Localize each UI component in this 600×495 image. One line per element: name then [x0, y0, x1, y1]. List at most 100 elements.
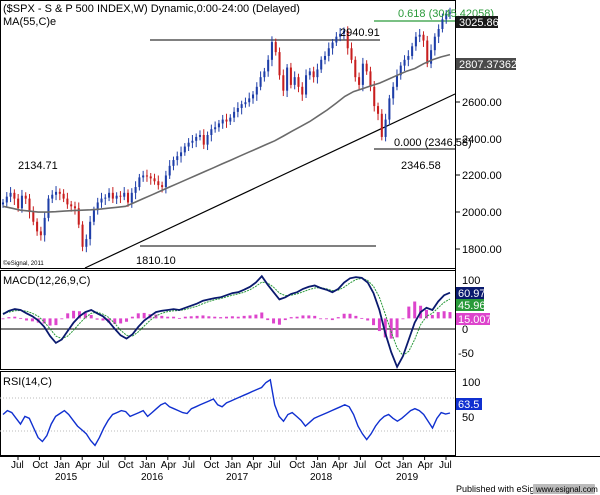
month-label: Apr [75, 460, 91, 471]
candle-body [81, 224, 84, 247]
year-label: 2017 [226, 472, 249, 483]
macd-histogram-bar [366, 318, 370, 321]
esignal-logo [533, 484, 595, 494]
candle-body [229, 117, 232, 122]
candle-body [210, 129, 213, 135]
macd-histogram-bar [142, 312, 146, 319]
hist-value-label: 15.007 [458, 314, 492, 326]
month-label: Apr [332, 460, 348, 471]
ma-legend: MA(55,C)e [3, 16, 56, 28]
macd-histogram-bar [348, 313, 352, 319]
candle-body [104, 197, 107, 199]
macd-histogram-bar [260, 312, 264, 319]
y-tick-2600: 2600.00 [462, 97, 502, 109]
y-tick-2000: 2000.00 [462, 207, 502, 219]
macd-tick-100: 100 [462, 275, 480, 287]
candle-body [58, 191, 61, 194]
candle-body [236, 108, 239, 112]
month-label: Oct [204, 460, 220, 471]
candle-body [92, 210, 95, 222]
macd-histogram-bar [219, 317, 223, 319]
candle-body [233, 111, 236, 118]
candle-body [248, 98, 251, 103]
last-price-label: 3025.86 [459, 17, 499, 29]
candle-body [36, 221, 39, 232]
macd-histogram-bar [30, 318, 34, 322]
candle-body [13, 192, 16, 199]
y-tick-2400: 2400.00 [462, 134, 502, 146]
year-label: 2019 [396, 472, 419, 483]
macd-histogram-bar [413, 301, 417, 319]
price-candles [1, 7, 452, 253]
macd-histogram-bar [319, 318, 323, 320]
annotation-2134: 2134.71 [18, 160, 58, 172]
candle-body [149, 176, 152, 179]
candle-body [145, 175, 148, 177]
annotation-1810: 1810.10 [136, 255, 176, 267]
rsi-tick-100: 100 [462, 377, 480, 389]
last-price-tag [456, 16, 498, 28]
macd-histogram-bar [301, 315, 305, 319]
candle-body [240, 104, 243, 109]
macd-histogram-bar [130, 316, 134, 319]
candle-body [414, 36, 417, 47]
macd-histogram-bar [72, 310, 76, 319]
price-panel-frame [0, 0, 456, 269]
y-tick-2200: 2200.00 [462, 170, 502, 182]
month-label: Jul [439, 460, 452, 471]
candle-body [89, 221, 92, 240]
candle-body [376, 106, 380, 114]
macd-histogram-bar [7, 317, 11, 319]
macd-histogram-bar [119, 318, 123, 324]
macd-histogram-bar [283, 318, 287, 321]
macd-histogram-bar [101, 318, 105, 321]
macd-histogram-bar [442, 311, 446, 319]
year-label: 2015 [55, 472, 78, 483]
candle-body [161, 185, 164, 188]
candle-body [126, 192, 130, 203]
signal-value-tag [456, 299, 484, 311]
macd-histogram-bar [330, 318, 334, 321]
candle-body [308, 71, 311, 76]
candle-body [28, 198, 31, 213]
macd-histogram-bar [307, 315, 311, 319]
candle-body [354, 59, 357, 78]
macd-histogram-bar [266, 318, 270, 321]
candle-body [153, 178, 156, 182]
macd-histogram-bar [389, 318, 393, 339]
candle-body [327, 48, 330, 56]
candle-body [202, 135, 205, 145]
candle-body [403, 59, 406, 66]
macd-histogram-bar [54, 318, 58, 326]
macd-histogram-bar [48, 318, 52, 326]
candle-body [433, 36, 436, 51]
candle-body [361, 63, 364, 85]
month-label: Jan [225, 460, 241, 471]
footer-website: www.esignal.com [535, 485, 598, 494]
candle-body [335, 36, 338, 43]
month-label: Oct [289, 460, 305, 471]
macd-histogram-bar [77, 311, 81, 319]
year-label: 2016 [141, 472, 164, 483]
candle-body [85, 239, 88, 247]
candle-body [426, 40, 429, 64]
rsi-value-label: 63.5 [458, 399, 479, 411]
candle-body [270, 42, 273, 60]
month-label: Jul [97, 460, 110, 471]
annotation-2346: 2346.58 [401, 160, 441, 172]
macd-histogram-bar [107, 318, 111, 323]
macd-line [2, 274, 451, 370]
macd-histogram-bar [189, 316, 193, 319]
candle-body [289, 67, 292, 85]
candle-body [293, 77, 296, 85]
macd-histogram-bar [336, 317, 340, 319]
candle-body [111, 192, 114, 199]
candle-body [437, 28, 440, 37]
candle-body [339, 33, 342, 37]
month-label: Jul [353, 460, 366, 471]
macd-histogram-bar [407, 306, 411, 319]
candle-body [180, 152, 183, 157]
macd-histogram-bar [225, 316, 228, 319]
candle-body [9, 192, 12, 197]
